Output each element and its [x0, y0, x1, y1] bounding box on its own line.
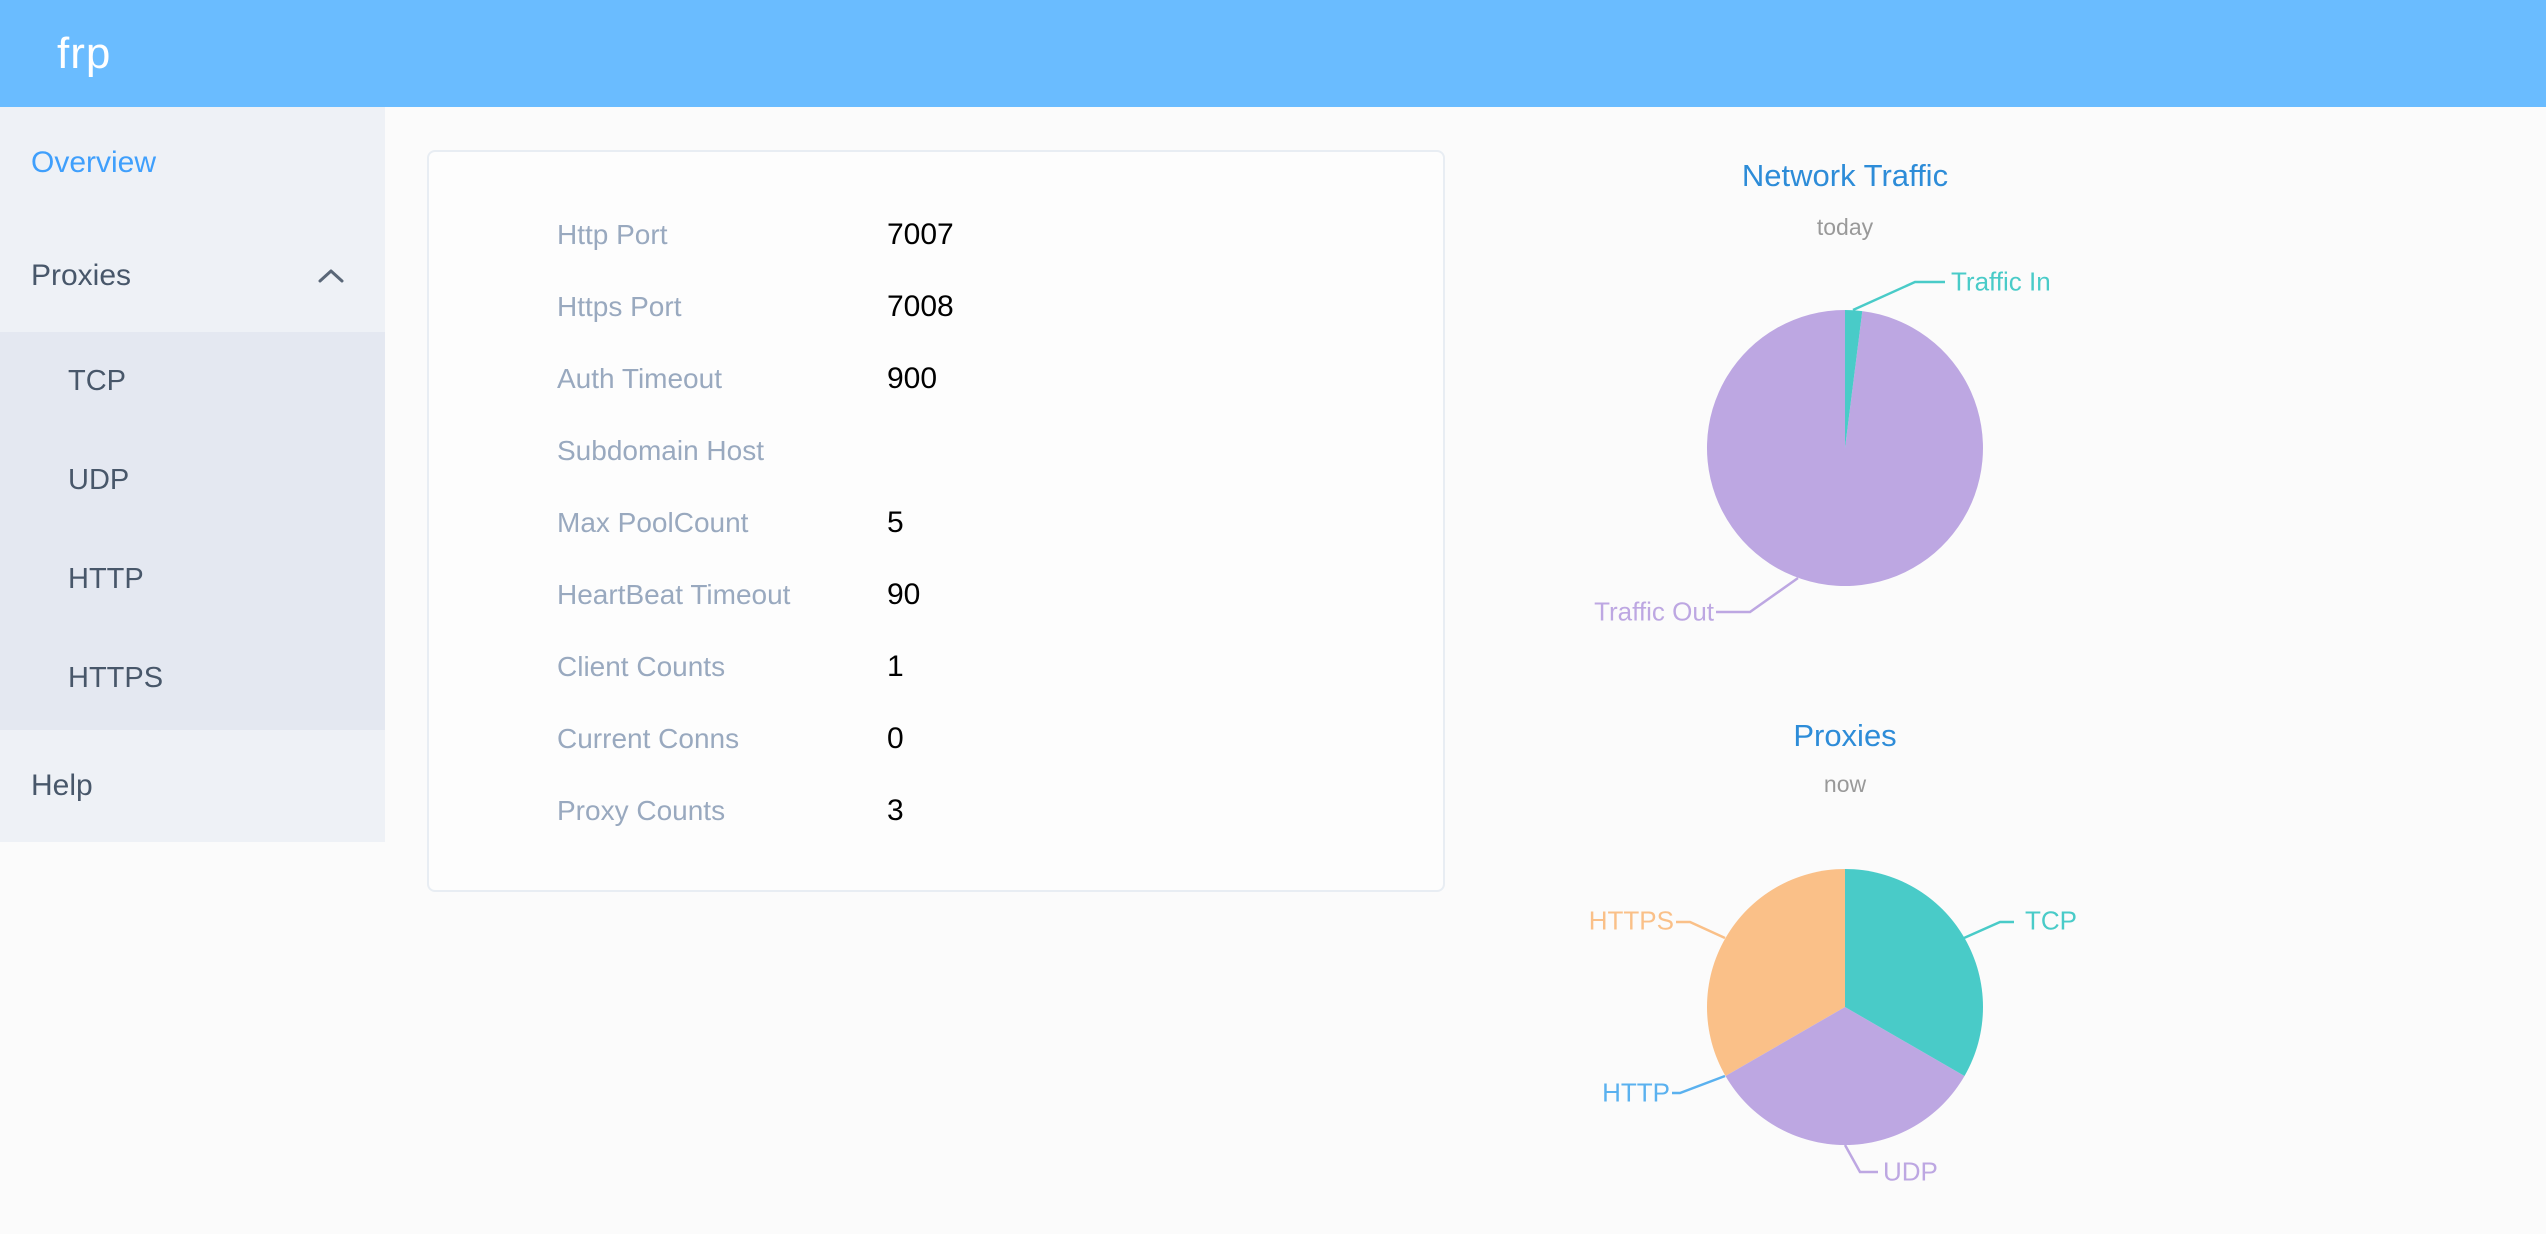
sidebar-item-http[interactable]: HTTP: [0, 530, 385, 629]
pie-slice-tcp[interactable]: [1845, 869, 1983, 1076]
info-value: 90: [887, 578, 921, 611]
info-label: HeartBeat Timeout: [557, 579, 791, 610]
network-traffic-title: Network Traffic: [1741, 158, 1949, 193]
info-row-http-port: Http Port 7007: [429, 199, 1443, 271]
info-value: 7007: [887, 218, 954, 251]
sidebar-item-label: Help: [31, 769, 93, 802]
info-row-max-poolcount: Max PoolCount 5: [429, 487, 1443, 559]
app-logo[interactable]: frp: [57, 29, 112, 78]
proxies-chart-title: Proxies: [1793, 718, 1897, 753]
info-label: Client Counts: [557, 651, 726, 682]
network-traffic-subtitle: today: [1816, 214, 1874, 240]
pie-slice-traffic-in[interactable]: [1845, 310, 1863, 448]
https-slice-label: HTTPS: [1588, 905, 1674, 936]
info-row-client-counts: Client Counts 1: [429, 631, 1443, 703]
traffic-in-leader-line: [1852, 280, 1945, 312]
chevron-up-icon[interactable]: [317, 268, 345, 284]
info-value: 0: [887, 722, 904, 755]
traffic-out-label: Traffic Out: [1594, 596, 1714, 627]
info-label: Current Conns: [557, 723, 740, 754]
http-leader-line: [1672, 1074, 1726, 1095]
sidebar-item-overview[interactable]: Overview: [0, 107, 385, 219]
tcp-leader-line: [1963, 920, 2014, 940]
proxies-pie[interactable]: [1545, 810, 2145, 1230]
traffic-in-label: Traffic In: [1951, 266, 2051, 297]
sidebar-item-help[interactable]: Help: [0, 730, 385, 842]
http-slice-label: HTTP: [1602, 1077, 1670, 1108]
pie-slice-traffic-out[interactable]: [1706, 310, 1983, 586]
info-value: 3: [887, 794, 904, 827]
sidebar-item-label: Overview: [31, 146, 157, 179]
server-info-rows: Http Port 7007 Https Port 7008 Auth Time…: [429, 199, 1443, 847]
network-traffic-pie[interactable]: [1545, 250, 2145, 650]
proxies-submenu: TCP UDP HTTP HTTPS: [0, 332, 385, 730]
info-label: Max PoolCount: [557, 507, 749, 538]
sidebar-item-tcp[interactable]: TCP: [0, 332, 385, 431]
proxies-chart-subtitle: now: [1823, 771, 1867, 797]
sidebar-item-proxies[interactable]: Proxies: [0, 220, 385, 332]
info-row-subdomain-host: Subdomain Host: [429, 415, 1443, 487]
pie-slice-udp[interactable]: [1725, 1007, 1965, 1145]
info-row-proxy-counts: Proxy Counts 3: [429, 775, 1443, 847]
sidebar-item-label: HTTP: [68, 563, 144, 595]
sidebar-item-label: Proxies: [31, 259, 132, 292]
info-label: Proxy Counts: [557, 795, 726, 826]
info-row-auth-timeout: Auth Timeout 900: [429, 343, 1443, 415]
traffic-out-leader-line: [1716, 576, 1799, 614]
sidebar-item-label: HTTPS: [68, 662, 164, 694]
info-label: Subdomain Host: [557, 435, 765, 466]
sidebar-item-label: UDP: [68, 464, 130, 496]
sidebar-item-udp[interactable]: UDP: [0, 431, 385, 530]
app-header: frp: [0, 0, 2546, 107]
info-label: Http Port: [557, 219, 668, 250]
info-row-https-port: Https Port 7008: [429, 271, 1443, 343]
info-value: 7008: [887, 290, 954, 323]
sidebar-item-https[interactable]: HTTPS: [0, 629, 385, 728]
info-value: 1: [887, 650, 904, 683]
info-label: Https Port: [557, 291, 682, 322]
udp-leader-line: [1843, 1144, 1878, 1174]
server-info-card: Http Port 7007 Https Port 7008 Auth Time…: [427, 150, 1445, 892]
info-label: Auth Timeout: [557, 363, 722, 394]
pie-slice-https[interactable]: [1707, 869, 1845, 1076]
https-leader-line: [1676, 920, 1726, 940]
info-value: 5: [887, 506, 904, 539]
sidebar-item-label: TCP: [68, 365, 126, 397]
info-row-current-conns: Current Conns 0: [429, 703, 1443, 775]
tcp-slice-label: TCP: [2025, 905, 2077, 936]
sidebar: Overview Proxies TCP UDP HTTP HTTPS Help: [0, 107, 385, 842]
udp-slice-label: UDP: [1883, 1156, 1938, 1187]
info-value: 900: [887, 362, 938, 395]
info-row-heartbeat-timeout: HeartBeat Timeout 90: [429, 559, 1443, 631]
